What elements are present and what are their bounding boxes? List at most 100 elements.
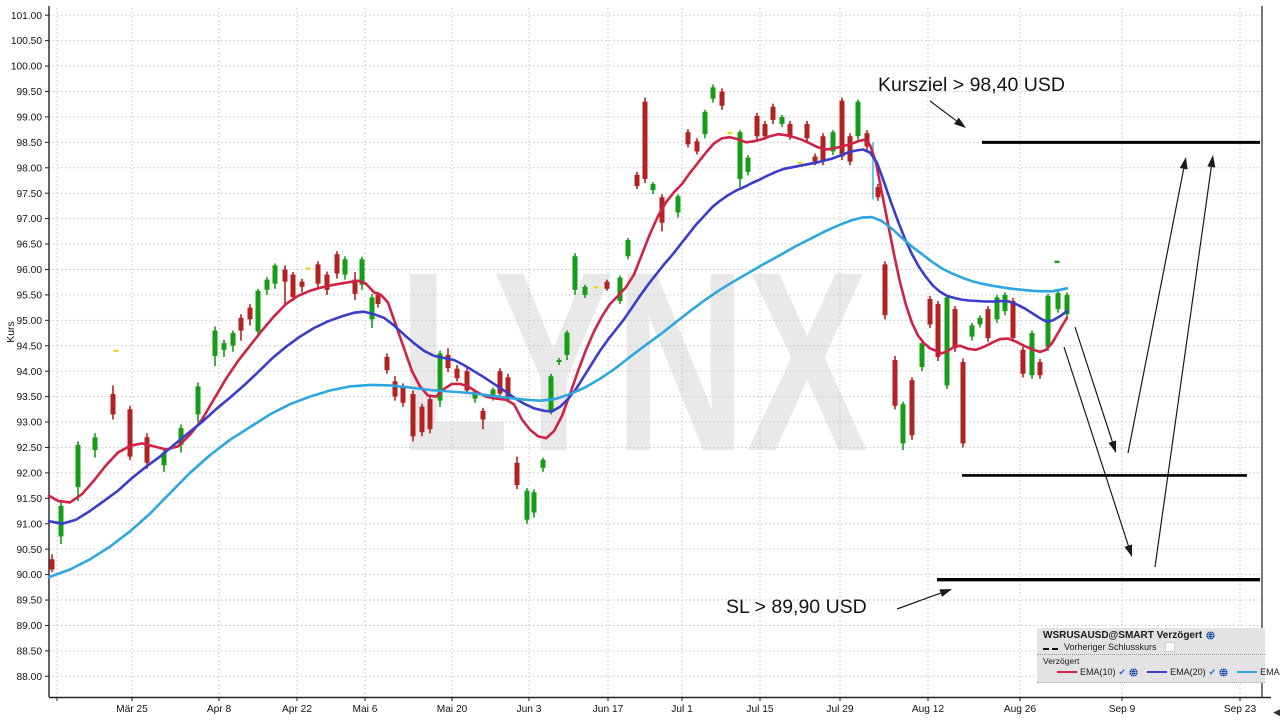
- legend-item-ema10: EMA(10) ✔: [1057, 667, 1138, 677]
- y-axis-tick-label: 98.50: [17, 138, 43, 149]
- delayed-label: Verzögert: [1043, 656, 1080, 666]
- previous-close-line-sample: [1043, 642, 1061, 652]
- candle-down: [719, 91, 725, 106]
- candle-up: [359, 259, 365, 285]
- candle-down: [762, 124, 768, 137]
- y-axis-tick-label: 88.00: [17, 672, 43, 683]
- y-axis-tick-label: 99.00: [17, 113, 43, 124]
- previous-close-checkbox[interactable]: [1164, 642, 1175, 652]
- candle-up: [230, 333, 236, 346]
- x-axis-tick-label: Mai 6: [353, 704, 378, 715]
- candle-up: [944, 297, 950, 386]
- dividend-mark: [593, 286, 599, 289]
- candle-down: [299, 281, 305, 287]
- x-axis-tick-label: Aug 12: [912, 704, 945, 715]
- y-axis-tick-label: 89.50: [17, 596, 43, 607]
- ema50-line-sample: [1237, 670, 1258, 674]
- candle-down: [952, 309, 958, 349]
- candle-up: [572, 256, 578, 290]
- candle-up: [272, 265, 278, 284]
- scrollbar-left-arrow-icon[interactable]: ◀: [1273, 707, 1280, 717]
- dividend-mark: [113, 349, 119, 353]
- ema20-checkbox[interactable]: ✔: [1208, 666, 1217, 677]
- y-axis-tick-label: 89.00: [17, 621, 43, 632]
- ema10-line: [47, 132, 1069, 504]
- y-axis-tick-label: 98.00: [17, 163, 43, 174]
- candle-down: [454, 368, 460, 379]
- globe-icon[interactable]: [1219, 667, 1228, 677]
- y-axis-tick-label: 90.50: [17, 545, 43, 556]
- candle-up: [582, 286, 588, 295]
- candle-up: [369, 297, 375, 320]
- y-axis-tick-label: 96.00: [17, 265, 43, 276]
- candle-down: [770, 106, 776, 120]
- y-axis-tick-label: 94.00: [17, 367, 43, 378]
- arrowhead-icon: [1108, 440, 1117, 453]
- candle-down: [410, 394, 416, 437]
- candle-up: [650, 184, 656, 191]
- watermark: LYNX: [398, 219, 868, 505]
- legend-item-ema20: EMA(20) ✔: [1147, 667, 1228, 677]
- candle-up: [178, 428, 184, 445]
- x-axis-tick-label: Mai 20: [437, 704, 468, 715]
- trend-arrow-line: [929, 100, 957, 122]
- dividend-mark: [305, 267, 311, 270]
- trend-arrow-line: [1127, 168, 1185, 454]
- candle-up: [564, 332, 570, 355]
- candle-up: [977, 317, 983, 325]
- globe-icon[interactable]: [1206, 631, 1215, 640]
- arrowhead-icon: [1207, 155, 1216, 168]
- candle-up: [994, 297, 1000, 320]
- y-axis-tick-label: 92.00: [17, 468, 43, 479]
- y-axis-tick-label: 93.50: [17, 392, 43, 403]
- candle-up: [75, 444, 81, 488]
- candle-down: [927, 298, 933, 325]
- globe-icon[interactable]: [1129, 667, 1138, 677]
- y-axis-title: Kurs: [5, 321, 17, 343]
- candle-down: [514, 462, 520, 486]
- candle-up: [617, 277, 623, 301]
- candle-up: [472, 391, 478, 399]
- candle-up: [548, 376, 554, 411]
- candle-up: [969, 325, 975, 337]
- trend-arrow-line: [1154, 166, 1212, 568]
- candle-up: [1002, 294, 1008, 312]
- ema10-checkbox[interactable]: ✔: [1118, 666, 1127, 677]
- legend-symbol-label: WSRUSAUSD@SMART Verzögert: [1043, 630, 1203, 641]
- candle-up: [195, 386, 201, 415]
- y-axis-tick-label: 97.50: [17, 189, 43, 200]
- trend-arrow-line: [1063, 346, 1129, 546]
- candle-down: [864, 133, 870, 147]
- y-axis-tick-label: 95.00: [17, 316, 43, 327]
- candle-down: [290, 274, 296, 297]
- candle-down: [400, 386, 406, 403]
- trend-arrow-line: [896, 592, 941, 610]
- candle-down: [144, 437, 150, 463]
- candle-down: [384, 356, 390, 371]
- candle-down: [935, 304, 941, 357]
- y-axis-tick-label: 96.50: [17, 240, 43, 251]
- candle-down: [352, 279, 358, 294]
- candle-up: [161, 452, 167, 466]
- dividend-mark: [727, 131, 733, 135]
- candle-down: [642, 101, 648, 179]
- arrowhead-icon: [939, 589, 952, 597]
- ema20-line-sample: [1147, 670, 1168, 674]
- candle-down: [1020, 349, 1026, 374]
- chart-legend: WSRUSAUSD@SMART Verzögert Vorheriger Sch…: [1037, 628, 1280, 683]
- candle-down: [985, 309, 991, 339]
- candle-down: [882, 264, 888, 316]
- x-axis-tick-label: Sep 9: [1109, 704, 1136, 715]
- candle-up: [919, 343, 925, 368]
- ema10-label: EMA(10): [1080, 667, 1116, 677]
- x-axis-tick-label: Apr 8: [207, 704, 232, 715]
- candle-down: [375, 294, 381, 305]
- candle-down: [238, 317, 244, 331]
- candle-up: [1064, 294, 1070, 315]
- candle-up: [900, 404, 906, 444]
- candle-up: [1029, 333, 1035, 376]
- x-axis-tick-label: Aug 26: [1004, 704, 1037, 715]
- x-axis-tick-label: Jul 15: [746, 704, 774, 715]
